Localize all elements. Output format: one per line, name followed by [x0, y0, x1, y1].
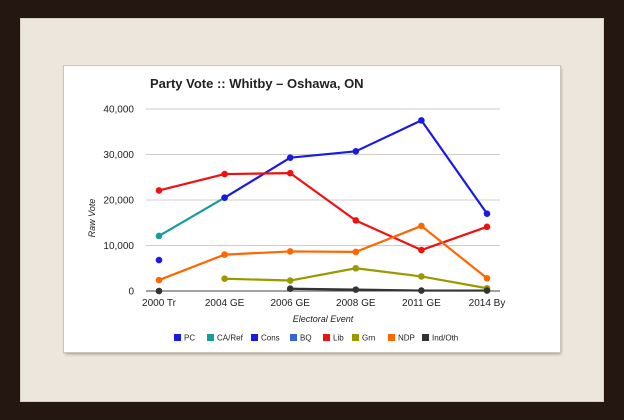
data-point: [483, 210, 491, 217]
data-point: [155, 287, 163, 295]
legend-swatch: [251, 334, 258, 341]
grid-lines: [146, 108, 500, 292]
legend-item-lib[interactable]: Lib: [323, 334, 344, 343]
legend-swatch: [352, 334, 359, 341]
x-axis-title: Electoral Event: [293, 314, 354, 324]
series-line: [158, 196, 226, 237]
x-tick-label: 2004 GE: [205, 298, 245, 309]
series-lib: [155, 169, 491, 254]
x-tick-label: 2014 By: [469, 298, 506, 309]
y-tick-label: 40,000: [103, 105, 134, 116]
legend-item-bq[interactable]: BQ: [290, 334, 312, 343]
data-point: [352, 286, 360, 293]
legend-swatch: [207, 334, 214, 341]
data-point: [483, 287, 491, 294]
series-cons: [221, 117, 491, 217]
data-point: [221, 275, 228, 283]
y-tick-label: 0: [128, 287, 134, 298]
legend-item-ndp[interactable]: NDP: [388, 334, 415, 343]
series-pc: [155, 256, 163, 264]
x-tick-label: 2000 Tr: [142, 298, 177, 309]
data-point: [155, 276, 163, 284]
legend-item-cons[interactable]: Cons: [251, 334, 280, 343]
legend-swatch: [290, 334, 297, 341]
data-point: [352, 148, 360, 155]
y-tick-labels: 0 10,000 20,000 30,000 40,000: [103, 105, 134, 298]
data-point: [286, 154, 294, 161]
legend-swatch: [174, 334, 181, 341]
legend-item-grn[interactable]: Grn: [352, 334, 375, 343]
data-point: [418, 222, 425, 230]
x-tick-label: 2008 GE: [336, 298, 376, 309]
legend-item-ind-oth[interactable]: Ind/Oth: [422, 334, 458, 343]
y-tick-label: 10,000: [103, 241, 134, 252]
series-ndp: [155, 222, 491, 284]
legend-label: CA/Ref: [217, 334, 244, 343]
legend-item-pc[interactable]: PC: [174, 334, 195, 343]
legend-swatch: [388, 334, 395, 341]
data-point: [286, 285, 294, 293]
x-tick-label: 2011 GE: [402, 298, 441, 309]
series-ca-ref: [155, 194, 228, 240]
data-point: [418, 287, 425, 294]
legend[interactable]: PC CA/Ref Cons BQ Lib Grn NDP Ind/Oth: [174, 334, 458, 343]
data-point: [418, 246, 425, 254]
party-vote-chart: Party Vote :: Whitby – Oshawa, ON 0 10,00…: [87, 76, 505, 343]
chart-card: Party Vote :: Whitby – Oshawa, ON 0 10,00…: [64, 66, 560, 352]
legend-label: Ind/Oth: [432, 334, 458, 343]
data-point: [221, 170, 228, 178]
data-point: [155, 232, 163, 240]
data-point: [286, 248, 294, 255]
series-group: [155, 117, 491, 295]
data-point: [352, 248, 360, 256]
x-tick-labels: 2000 Tr 2004 GE 2006 GE 2008 GE 2011 GE 2014 …: [142, 298, 505, 309]
data-point: [155, 187, 163, 194]
legend-label: NDP: [398, 334, 415, 343]
data-point: [418, 273, 425, 280]
data-point: [483, 274, 491, 282]
data-point: [221, 194, 228, 202]
y-axis-title: Raw Vote: [87, 199, 97, 238]
legend-label: Lib: [333, 334, 344, 343]
data-point: [221, 251, 228, 258]
legend-label: BQ: [300, 334, 312, 343]
legend-swatch: [323, 334, 330, 341]
series-ind-oth: [155, 285, 491, 295]
series-line: [158, 224, 488, 282]
data-point: [155, 256, 163, 264]
y-tick-label: 20,000: [103, 196, 134, 207]
data-point: [286, 169, 294, 177]
legend-label: Cons: [261, 334, 280, 343]
data-point: [352, 264, 360, 272]
y-tick-label: 30,000: [103, 150, 134, 161]
legend-item-ca-ref[interactable]: CA/Ref: [207, 334, 244, 343]
data-point: [418, 117, 425, 124]
x-tick-label: 2006 GE: [270, 298, 310, 309]
data-point: [483, 223, 491, 231]
legend-label: PC: [184, 334, 195, 343]
series-line: [158, 172, 488, 252]
series-line: [290, 287, 487, 292]
data-point: [352, 217, 360, 224]
chart-title: Party Vote :: Whitby – Oshawa, ON: [150, 76, 364, 91]
legend-label: Grn: [362, 334, 375, 343]
data-point: [286, 277, 294, 284]
legend-swatch: [422, 334, 429, 341]
